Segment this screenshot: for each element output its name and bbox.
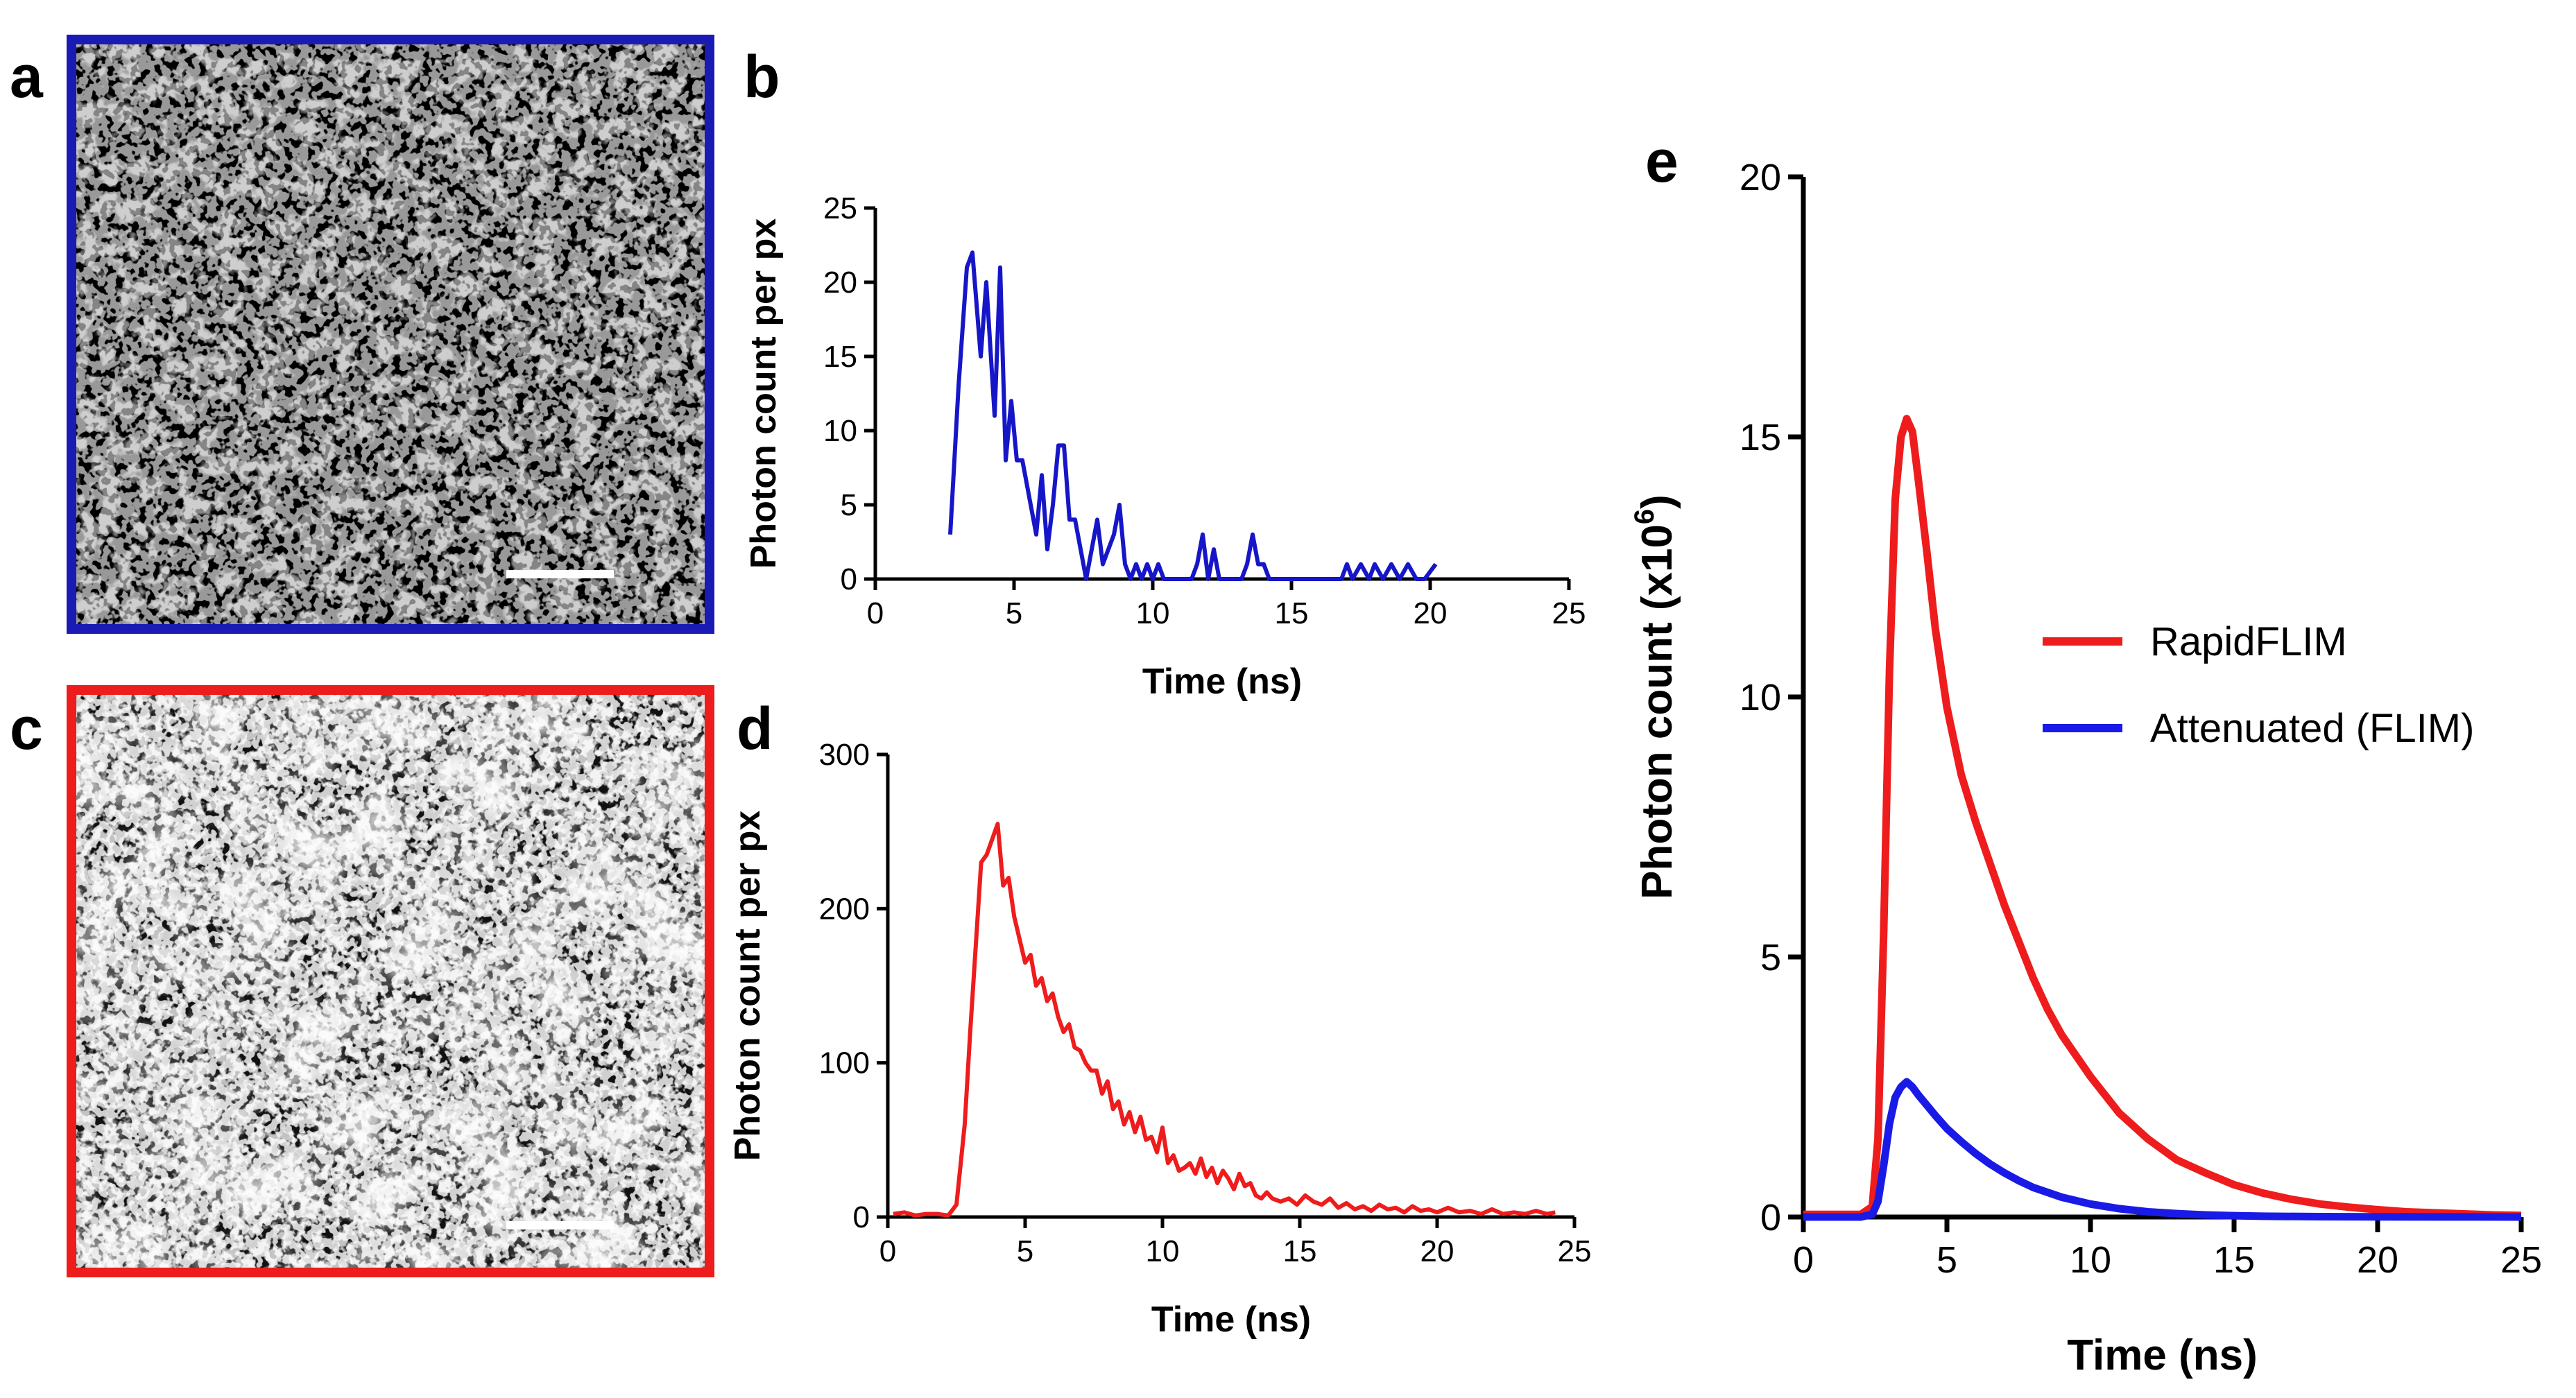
y-tick-label-b: 5 — [841, 488, 857, 522]
y-axis-title-b: Photon count per px — [744, 218, 784, 569]
series-line-e-attenuated-flim- — [1803, 1078, 2522, 1221]
y-axis-title-end-e: ) — [1633, 494, 1681, 509]
x-tick-label-e: 15 — [2213, 1239, 2255, 1281]
y-axis-title-e: Photon count (x106) — [1629, 494, 1681, 899]
y-axis-title-d: Photon count per px — [728, 811, 768, 1162]
y-tick-label-d: 200 — [819, 892, 870, 926]
series-line-e-rapidflim — [1803, 415, 2522, 1220]
microscopy-image-c — [67, 685, 714, 1277]
x-tick-label-b: 0 — [867, 596, 884, 630]
y-tick-label-e: 20 — [1740, 157, 1781, 198]
x-tick-label-b: 15 — [1275, 596, 1309, 630]
y-tick-label-b: 25 — [823, 191, 857, 225]
x-tick-label-d: 5 — [1017, 1234, 1033, 1268]
y-tick-label-d: 100 — [819, 1046, 870, 1080]
panel-letter-e: e — [1645, 128, 1678, 195]
chart-b: 0 5 10 15 20 25 0 5 10 15 20 25 Time (ns) Photon coun… — [744, 191, 1586, 702]
y-tick-label-b: 15 — [823, 340, 857, 374]
x-tick-label-b: 25 — [1552, 596, 1586, 630]
x-tick-label-d: 20 — [1420, 1234, 1454, 1268]
x-tick-label-e: 20 — [2357, 1239, 2398, 1281]
x-tick-label-b: 20 — [1414, 596, 1448, 630]
y-tick-label-e: 0 — [1760, 1197, 1781, 1239]
y-axis-title-text-d: Photon count per px — [728, 811, 768, 1162]
microscopy-image-a — [67, 35, 714, 634]
x-tick-label-d: 25 — [1558, 1234, 1592, 1268]
x-tick-label-b: 10 — [1136, 596, 1170, 630]
y-tick-label-b: 10 — [823, 414, 857, 448]
y-tick-label-d: 0 — [853, 1200, 870, 1234]
legend-label-0: RapidFLIM — [2150, 619, 2347, 664]
x-tick-label-d: 0 — [879, 1234, 896, 1268]
y-axis-title-text-b: Photon count per px — [744, 218, 784, 569]
panel-letter-d: d — [737, 696, 773, 762]
y-tick-label-b: 20 — [823, 266, 857, 300]
y-tick-label-d: 300 — [819, 738, 870, 772]
image-frame-a — [67, 35, 714, 634]
y-axis-title-text-e: Photon count (x10 — [1633, 524, 1681, 899]
panel-letter-c: c — [10, 696, 43, 762]
x-tick-label-e: 25 — [2500, 1239, 2542, 1281]
x-tick-label-b: 5 — [1006, 596, 1022, 630]
y-tick-label-e: 10 — [1740, 677, 1781, 718]
x-tick-label-e: 5 — [1937, 1239, 1957, 1281]
x-tick-label-e: 0 — [1793, 1239, 1814, 1281]
x-axis-title-d: Time (ns) — [1151, 1300, 1311, 1340]
panel-letter-b: b — [744, 44, 780, 110]
x-axis-title-b: Time (ns) — [1142, 662, 1302, 702]
series-line-d-0 — [893, 822, 1556, 1218]
series-line-b-0 — [948, 250, 1438, 581]
y-tick-label-e: 15 — [1740, 417, 1781, 458]
legend-label-1: Attenuated (FLIM) — [2150, 706, 2474, 751]
y-tick-label-e: 5 — [1760, 937, 1781, 978]
image-frame-c — [67, 685, 714, 1277]
x-tick-label-d: 15 — [1283, 1234, 1317, 1268]
y-axis-title-sup-e: 6 — [1629, 509, 1660, 524]
x-tick-label-d: 10 — [1146, 1234, 1180, 1268]
chart-d: 0 5 10 15 20 25 0 100 200 300 Time (ns) Photon coun… — [728, 738, 1591, 1340]
chart-e: 0 5 10 15 20 25 0 5 10 15 20 Time (ns) Photon count … — [1629, 157, 2542, 1379]
panel-letter-a: a — [10, 44, 44, 110]
x-axis-title-e: Time (ns) — [2067, 1331, 2257, 1379]
y-tick-label-b: 0 — [841, 562, 857, 596]
x-tick-label-e: 10 — [2070, 1239, 2111, 1281]
